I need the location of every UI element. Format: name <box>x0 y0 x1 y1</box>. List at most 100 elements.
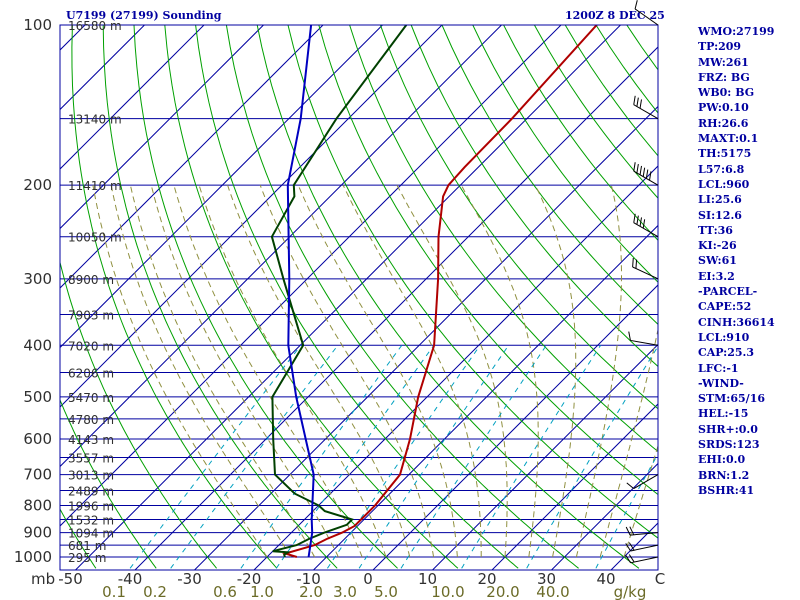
stat-line: FRZ: BG <box>698 70 750 84</box>
dry-adiabat-line <box>256 25 640 569</box>
mixing-ratio-tick-label: 0.2 <box>143 583 167 600</box>
moist-adiabat-line <box>575 184 622 558</box>
isotherm-line <box>74 25 621 570</box>
wind-barb-staff <box>630 532 659 536</box>
background-grid <box>0 25 701 575</box>
mixing-ratio-line <box>526 345 658 569</box>
wind-barb-staff <box>632 266 659 280</box>
wind-barb-flag <box>625 554 632 564</box>
stat-line: TH:5175 <box>698 147 752 161</box>
temperature-tick-label: 20 <box>477 570 496 588</box>
station-title: U7199 (27199) Sounding <box>66 9 222 22</box>
dry-adiabat-line <box>0 25 36 568</box>
height-label: 16580 m <box>68 19 122 33</box>
moist-adiabat-line <box>460 184 539 558</box>
wind-barb-flag <box>636 164 639 174</box>
pressure-tick-label: 700 <box>23 466 52 484</box>
stats-panel: WMO:27199 TP:209 MW:261 FRZ: BG WB0: BG PW:0.… <box>698 24 798 498</box>
stat-line: PW:0.10 <box>698 101 749 115</box>
mixing-ratio-line <box>326 345 481 569</box>
height-label: 11410 m <box>68 179 122 193</box>
dry-adiabat-line <box>164 25 459 569</box>
isotherm-line <box>0 25 26 575</box>
mixing-ratio-line <box>400 345 547 569</box>
moist-adiabat-line <box>173 184 363 558</box>
dry-adiabat-line <box>472 25 658 283</box>
mixing-ratio-line <box>240 345 403 569</box>
stat-line: SHR+:0.0 <box>698 422 758 436</box>
wind-barb <box>633 95 659 120</box>
height-label: 7903 m <box>68 308 114 322</box>
pressure-tick-label: 100 <box>23 16 52 34</box>
wind-barb-flag <box>635 259 638 269</box>
height-label: 4143 m <box>68 433 114 447</box>
units-label: mb <box>31 570 55 588</box>
stat-line: L57:6.8 <box>698 162 745 176</box>
plot-frame <box>59 24 659 571</box>
isotherm-line <box>491 403 658 570</box>
wind-barb-flag <box>626 482 635 489</box>
moist-adiabat-line <box>198 184 387 558</box>
isotherm-line <box>253 165 658 570</box>
mixing-ratio-line <box>461 345 602 569</box>
height-label: 8900 m <box>68 273 114 287</box>
dry-adiabat-line <box>287 25 658 539</box>
temperature-tick-label: -50 <box>58 570 83 588</box>
wind-barb-flag <box>645 169 649 179</box>
moist-adiabat-line <box>110 184 292 558</box>
pressure-tick-label: 1000 <box>14 548 52 566</box>
plot-area <box>60 25 658 570</box>
isotherm-line <box>60 25 264 230</box>
dry-adiabat-line <box>60 508 97 569</box>
stat-line: -PARCEL- <box>698 285 758 299</box>
wind-barb-flag <box>636 215 639 225</box>
isotherm-line <box>666 25 701 575</box>
wind-barb-flag <box>628 554 635 563</box>
mixing-ratio-line <box>275 345 435 569</box>
wind-barb <box>625 526 659 536</box>
stat-line: RH:26.6 <box>698 116 749 130</box>
wind-barb-flag <box>642 219 646 229</box>
mixing-ratio-tick-label: 10.0 <box>431 583 464 600</box>
wind-barb-flag <box>628 542 635 551</box>
height-label: 681 m <box>68 539 106 553</box>
stat-line: -WIND- <box>698 376 744 390</box>
wind-barb-flag <box>639 99 642 109</box>
height-label: 2489 m <box>68 485 114 499</box>
wind-barb-staff <box>633 170 659 186</box>
isotherm-line <box>60 25 562 527</box>
temperature-tick-label: -40 <box>118 570 143 588</box>
wind-barb-flag <box>632 257 634 268</box>
height-label: 4780 m <box>68 413 114 427</box>
wind-barb-flag <box>649 171 652 181</box>
stat-line: TP:209 <box>698 40 742 54</box>
stat-line: MAXT:0.1 <box>698 132 759 146</box>
moist-adiabat-line <box>259 184 435 558</box>
pressure-tick-label: 400 <box>23 336 52 354</box>
height-label: 295 m <box>68 551 106 565</box>
wind-barb-staff <box>633 104 659 120</box>
dry-adiabat-line <box>379 25 658 410</box>
wind-barb-staff <box>634 8 659 26</box>
stat-line: CAPE:52 <box>698 300 752 314</box>
wind-barb-staff <box>630 556 659 564</box>
isotherm-line <box>60 25 205 170</box>
height-label: 13140 m <box>68 113 122 127</box>
stat-line: WB0: BG <box>698 86 755 100</box>
wind-barb <box>633 213 659 238</box>
sounding-profiles <box>270 25 598 558</box>
wind-barb <box>632 257 659 280</box>
parcel-profile <box>286 25 315 558</box>
temperature-tick-label: 40 <box>596 570 615 588</box>
isotherm-line <box>312 224 658 570</box>
wind-barb <box>628 331 659 346</box>
wind-barb <box>625 554 659 564</box>
isotherm-line <box>193 105 658 570</box>
mixing-ratio-line <box>129 344 302 569</box>
stat-line: CAP:25.3 <box>698 346 755 360</box>
temperature-tick-label: -30 <box>177 570 202 588</box>
wind-barb-staff <box>633 222 659 238</box>
height-label: 3013 m <box>68 469 114 483</box>
wind-barb <box>633 162 659 186</box>
